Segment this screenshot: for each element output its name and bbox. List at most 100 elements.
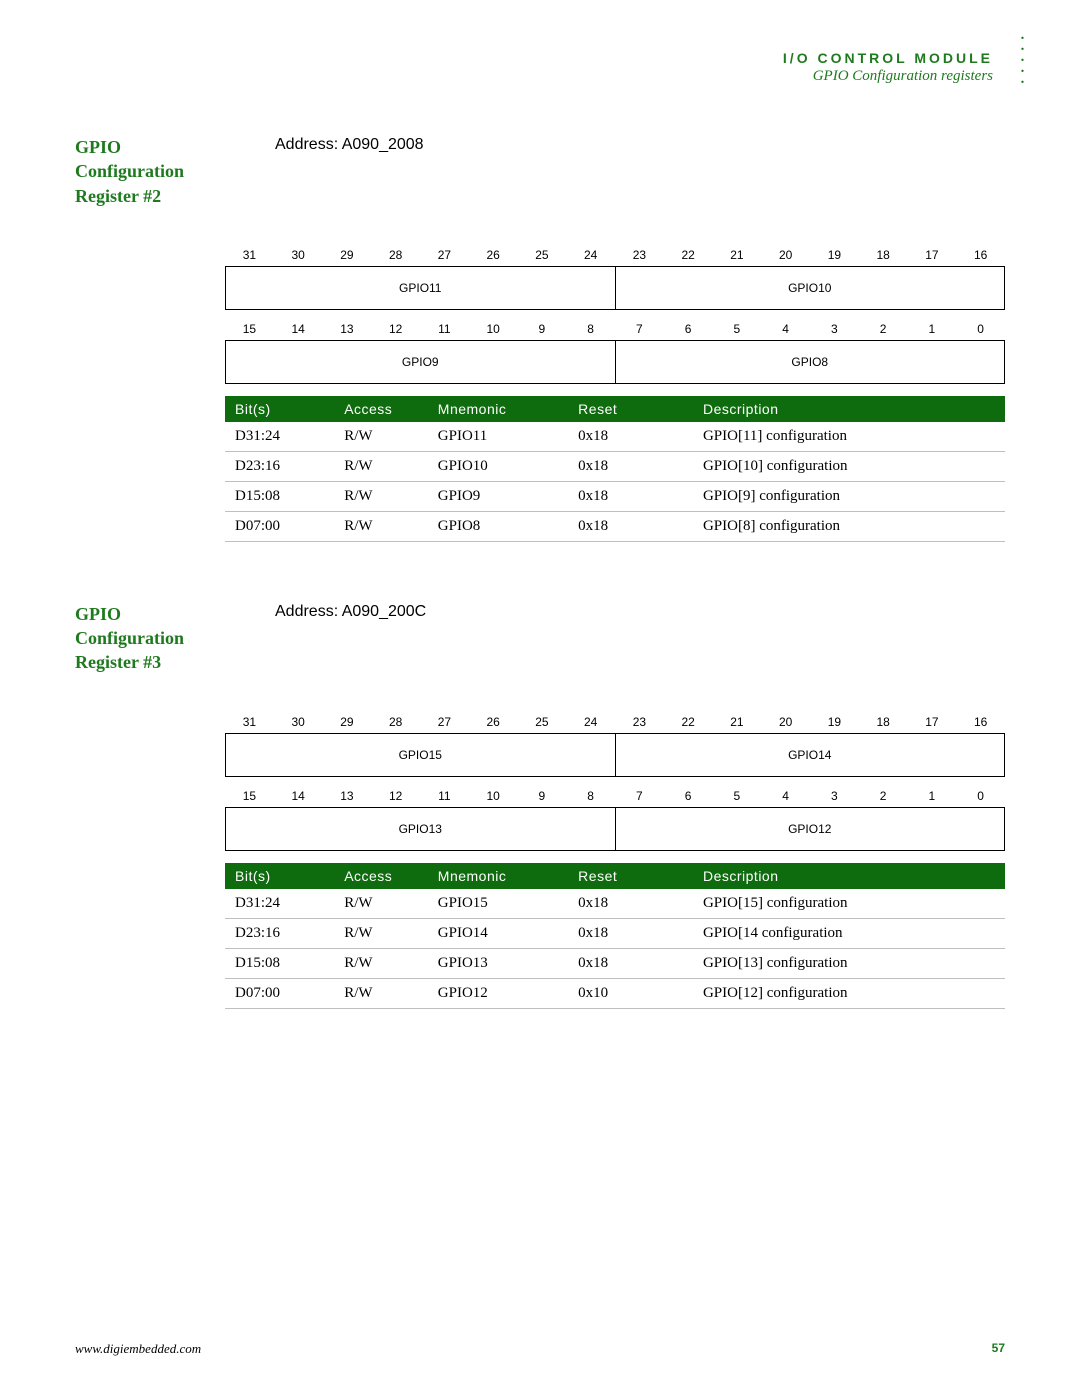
table-header-cell: Description bbox=[693, 863, 1005, 889]
table-cell: 0x18 bbox=[568, 511, 693, 541]
footer-page-number: 57 bbox=[992, 1341, 1005, 1357]
table-cell: 0x18 bbox=[568, 481, 693, 511]
bit-numbers: 1514131211109876543210 bbox=[225, 322, 1005, 340]
bit-number: 7 bbox=[615, 322, 664, 340]
table-cell: D07:00 bbox=[225, 978, 334, 1008]
footer-url: www.digiembedded.com bbox=[75, 1341, 201, 1357]
bit-number: 25 bbox=[518, 715, 567, 733]
bit-number: 1 bbox=[908, 322, 957, 340]
bit-number: 9 bbox=[518, 322, 567, 340]
bitfield-row: 1514131211109876543210GPIO9GPIO8 bbox=[225, 322, 1005, 384]
table-cell: GPIO12 bbox=[428, 978, 568, 1008]
bit-number: 14 bbox=[274, 789, 323, 807]
table-row: D15:08R/WGPIO130x18GPIO[13] configuratio… bbox=[225, 948, 1005, 978]
register-address: Address: A090_2008 bbox=[275, 135, 424, 208]
table-header-cell: Description bbox=[693, 396, 1005, 422]
table-cell: D23:16 bbox=[225, 451, 334, 481]
table-cell: D15:08 bbox=[225, 948, 334, 978]
bit-number: 12 bbox=[371, 789, 420, 807]
bit-number: 4 bbox=[761, 322, 810, 340]
bit-fields: GPIO15GPIO14 bbox=[225, 733, 1005, 777]
table-cell: GPIO[11] configuration bbox=[693, 422, 1005, 452]
table-row: D23:16R/WGPIO100x18GPIO[10] configuratio… bbox=[225, 451, 1005, 481]
bitfield-row: 1514131211109876543210GPIO13GPIO12 bbox=[225, 789, 1005, 851]
table-cell: R/W bbox=[334, 978, 428, 1008]
table-cell: GPIO9 bbox=[428, 481, 568, 511]
bit-number: 28 bbox=[371, 248, 420, 266]
bit-number: 3 bbox=[810, 789, 859, 807]
bit-number: 21 bbox=[713, 248, 762, 266]
bit-number: 29 bbox=[323, 248, 372, 266]
bit-number: 26 bbox=[469, 248, 518, 266]
decorative-dots: ..... bbox=[1020, 28, 1025, 83]
bit-numbers: 31302928272625242322212019181716 bbox=[225, 715, 1005, 733]
bit-number: 0 bbox=[956, 322, 1005, 340]
table-header-cell: Mnemonic bbox=[428, 863, 568, 889]
table-cell: GPIO11 bbox=[428, 422, 568, 452]
header-subtitle: GPIO Configuration registers bbox=[75, 68, 993, 85]
table-cell: GPIO10 bbox=[428, 451, 568, 481]
bit-number: 22 bbox=[664, 715, 713, 733]
table-cell: R/W bbox=[334, 948, 428, 978]
bit-number: 14 bbox=[274, 322, 323, 340]
register-description-table: Bit(s)AccessMnemonicResetDescriptionD31:… bbox=[225, 396, 1005, 542]
table-cell: 0x18 bbox=[568, 948, 693, 978]
bit-number: 28 bbox=[371, 715, 420, 733]
table-cell: GPIO[12] configuration bbox=[693, 978, 1005, 1008]
bit-fields: GPIO11GPIO10 bbox=[225, 266, 1005, 310]
bitfield-row: 31302928272625242322212019181716GPIO11GP… bbox=[225, 248, 1005, 310]
bit-number: 31 bbox=[225, 715, 274, 733]
table-row: D31:24R/WGPIO110x18GPIO[11] configuratio… bbox=[225, 422, 1005, 452]
bit-number: 20 bbox=[761, 715, 810, 733]
bit-number: 15 bbox=[225, 322, 274, 340]
bit-number: 26 bbox=[469, 715, 518, 733]
bit-number: 15 bbox=[225, 789, 274, 807]
table-cell: GPIO[15] configuration bbox=[693, 889, 1005, 919]
bit-number: 8 bbox=[566, 789, 615, 807]
bitfield-row: 31302928272625242322212019181716GPIO15GP… bbox=[225, 715, 1005, 777]
bit-numbers: 31302928272625242322212019181716 bbox=[225, 248, 1005, 266]
bit-number: 13 bbox=[323, 322, 372, 340]
table-header-cell: Bit(s) bbox=[225, 396, 334, 422]
bit-number: 5 bbox=[713, 789, 762, 807]
page-header: ..... I/O CONTROL MODULE GPIO Configurat… bbox=[75, 50, 1005, 85]
table-cell: GPIO[14 configuration bbox=[693, 918, 1005, 948]
bit-number: 6 bbox=[664, 322, 713, 340]
bit-numbers: 1514131211109876543210 bbox=[225, 789, 1005, 807]
table-cell: 0x18 bbox=[568, 889, 693, 919]
bit-fields: GPIO13GPIO12 bbox=[225, 807, 1005, 851]
page-footer: www.digiembedded.com 57 bbox=[75, 1341, 1005, 1357]
table-cell: D31:24 bbox=[225, 422, 334, 452]
bit-number: 18 bbox=[859, 715, 908, 733]
registers-container: GPIOConfigurationRegister #2Address: A09… bbox=[75, 135, 1005, 1009]
register-section: GPIOConfigurationRegister #2Address: A09… bbox=[75, 135, 1005, 542]
bit-number: 24 bbox=[566, 248, 615, 266]
bit-number: 2 bbox=[859, 322, 908, 340]
table-header-cell: Reset bbox=[568, 863, 693, 889]
table-cell: GPIO8 bbox=[428, 511, 568, 541]
bit-field-label: GPIO13 bbox=[226, 808, 615, 850]
bit-number: 25 bbox=[518, 248, 567, 266]
table-cell: 0x18 bbox=[568, 422, 693, 452]
table-cell: 0x18 bbox=[568, 451, 693, 481]
bit-number: 16 bbox=[956, 248, 1005, 266]
bit-number: 17 bbox=[908, 248, 957, 266]
bit-number: 22 bbox=[664, 248, 713, 266]
bit-number: 13 bbox=[323, 789, 372, 807]
table-cell: D07:00 bbox=[225, 511, 334, 541]
bit-number: 20 bbox=[761, 248, 810, 266]
table-cell: D31:24 bbox=[225, 889, 334, 919]
bit-field-label: GPIO10 bbox=[615, 267, 1005, 309]
bit-number: 10 bbox=[469, 322, 518, 340]
bit-field-label: GPIO15 bbox=[226, 734, 615, 776]
bit-number: 10 bbox=[469, 789, 518, 807]
register-description-table: Bit(s)AccessMnemonicResetDescriptionD31:… bbox=[225, 863, 1005, 1009]
bit-number: 8 bbox=[566, 322, 615, 340]
table-cell: GPIO13 bbox=[428, 948, 568, 978]
table-cell: R/W bbox=[334, 511, 428, 541]
bit-number: 19 bbox=[810, 715, 859, 733]
table-cell: GPIO[8] configuration bbox=[693, 511, 1005, 541]
table-cell: R/W bbox=[334, 889, 428, 919]
table-cell: GPIO15 bbox=[428, 889, 568, 919]
table-cell: R/W bbox=[334, 918, 428, 948]
